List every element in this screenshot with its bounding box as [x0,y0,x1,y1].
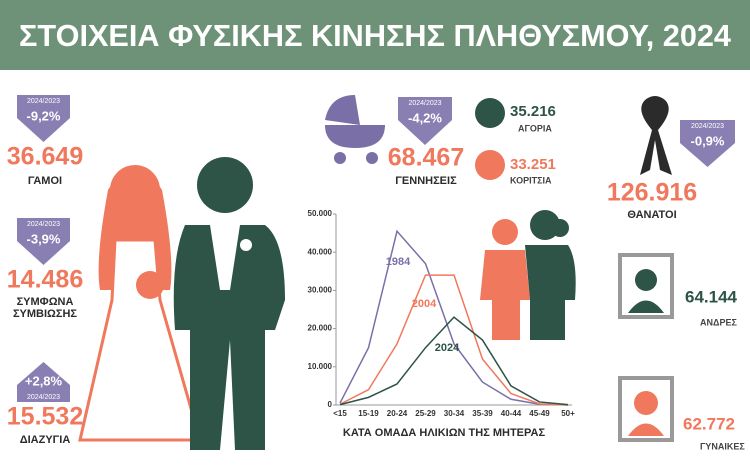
father-body [525,245,576,340]
y-tick-label: 40.000 [308,247,333,256]
women-label: ΓΥΝΑΙΚΕΣ [700,441,745,451]
title: ΣΤΟΙΧΕΙΑ ΦΥΣΙΚΗΣ ΚΙΝΗΣΗΣ ΠΛΗΘΥΣΜΟΥ, 2024 [19,18,732,53]
x-axis-label: ΚΑΤΑ ΟΜΑΔΑ ΗΛΙΚΙΩΝ ΤΗΣ ΜΗΤΕΡΑΣ [343,427,546,439]
value: 68.467 [388,144,464,172]
y-tick-label: 30.000 [308,286,333,295]
flower [240,239,252,251]
change: -0,9% [691,133,725,148]
y-tick-label: 0 [328,400,333,409]
x-tick-label: <15 [333,409,347,418]
series-line [339,274,569,406]
label: ΘΑΝΑΤΟΙ [627,209,676,221]
header-band [0,0,750,70]
boy-icon [475,98,505,128]
change: -9,2% [27,108,61,123]
value: 126.916 [607,179,697,207]
change-arrow [398,97,452,145]
value: 14.486 [7,266,83,294]
change: -4,2% [408,110,442,125]
mother-head [492,219,518,245]
label: ΓΑΜΟΙ [28,175,62,187]
bride [78,165,202,442]
suit [173,225,285,450]
hood [325,95,360,125]
y-tick-label: 50.000 [308,209,333,218]
men-label: ΑΝΔΡΕΣ [700,317,737,327]
wheel [366,152,378,164]
mother-body [480,250,530,340]
women-value: 62.772 [683,414,735,433]
chart: 0 10.000 20.000 30.000 40.000 50.000 <15 15-19 2… [308,209,576,439]
series-label: 1984 [386,256,411,268]
period: 2024/2023 [27,394,60,401]
groom-head [197,157,253,213]
woman-body [628,423,664,436]
change: -3,9% [27,231,61,246]
label: ΓΕΝΝΗΣΕΙΣ [395,175,457,187]
boys-value: 35.216 [510,103,556,120]
girls-label: ΚΟΡΙΤΣΙΑ [510,175,552,185]
y-tick-label: 20.000 [308,324,333,333]
x-tick-label: 45-49 [529,409,550,418]
period: 2024/2023 [27,221,60,228]
girl-icon [475,150,505,180]
x-tick-label: 20-24 [387,409,408,418]
period: 2024/2023 [691,123,724,130]
wheel [334,152,346,164]
men-value: 64.144 [685,287,738,306]
label: ΣΥΜΦΩΝΑ [17,296,74,308]
x-tick-label: 25-29 [415,409,436,418]
woman-head [634,391,658,415]
mother-child [480,210,576,340]
change-arrow [17,362,70,402]
label: ΔΙΑΖΥΓΙΑ [20,434,71,446]
change: +2,8% [25,373,63,388]
stroller [325,95,385,164]
groom [173,157,285,450]
label: ΣΥΜΒΙΩΣΗΣ [13,308,77,320]
y-tick-label: 10.000 [308,362,333,371]
x-tick-label: 35-39 [472,409,493,418]
bouquet [136,271,164,299]
change-arrow [680,120,735,167]
x-tick-label: 40-44 [501,409,522,418]
basket [325,125,385,148]
man-body [628,300,664,313]
x-tick-label: 30-34 [444,409,465,418]
change-arrow [17,218,70,265]
girls-value: 33.251 [510,156,556,173]
value: 36.649 [7,143,83,171]
boys-label: ΑΓΟΡΙΑ [518,123,552,133]
ribbon [640,96,672,175]
change-arrow [17,95,70,142]
x-tick-label: 15-19 [358,409,379,418]
series-label: 2004 [412,298,437,310]
value: 15.532 [7,403,83,431]
period: 2024/2023 [27,98,60,105]
series-line [339,229,569,406]
series-label: 2024 [435,342,460,354]
shirt [210,225,240,290]
man-head [635,269,657,291]
x-tick-label: 50+ [561,409,575,418]
period: 2024/2023 [408,100,441,107]
series-line [339,316,569,406]
child-head [551,219,569,237]
